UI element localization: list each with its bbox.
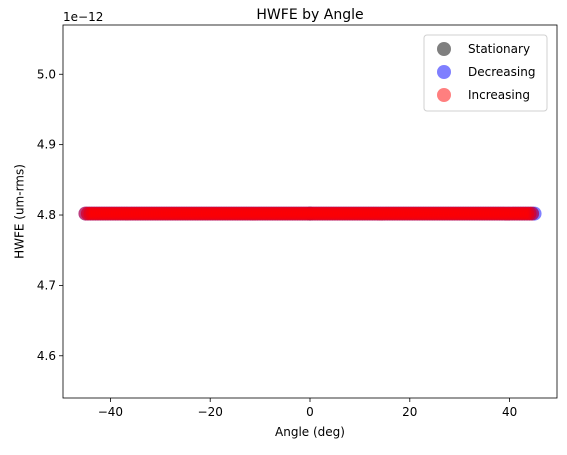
legend-marker [437,65,451,79]
x-tick-label: −40 [98,405,123,419]
legend-label: Stationary [468,42,530,56]
y-axis-label: HWFE (um-rms) [13,164,27,259]
chart-title: HWFE by Angle [256,7,363,23]
y-tick-label: 4.8 [37,208,56,222]
y-tick-label: 4.9 [37,138,56,152]
x-tick-label: 40 [502,405,517,419]
y-tick-label: 4.7 [37,278,56,292]
series-increasing [78,206,540,221]
legend-box [423,34,548,112]
legend: Stationary Decreasing Increasing [423,34,548,112]
legend-marker [437,42,451,56]
y-offset-text: 1e−12 [63,10,103,24]
legend-marker [437,88,451,102]
y-tick-label: 5.0 [37,67,56,81]
data-point [525,206,540,221]
x-tick-label: 0 [306,405,314,419]
data-points-layer [78,206,542,221]
x-tick-label: 20 [402,405,417,419]
y-tick-label: 4.6 [37,349,56,363]
legend-label: Increasing [468,88,530,102]
x-axis-ticks: −40 −20 0 20 40 [98,398,517,419]
legend-label: Decreasing [468,65,535,79]
x-tick-label: −20 [198,405,223,419]
x-axis-label: Angle (deg) [275,425,345,439]
y-axis-ticks: 4.6 4.7 4.8 4.9 5.0 [37,67,63,363]
